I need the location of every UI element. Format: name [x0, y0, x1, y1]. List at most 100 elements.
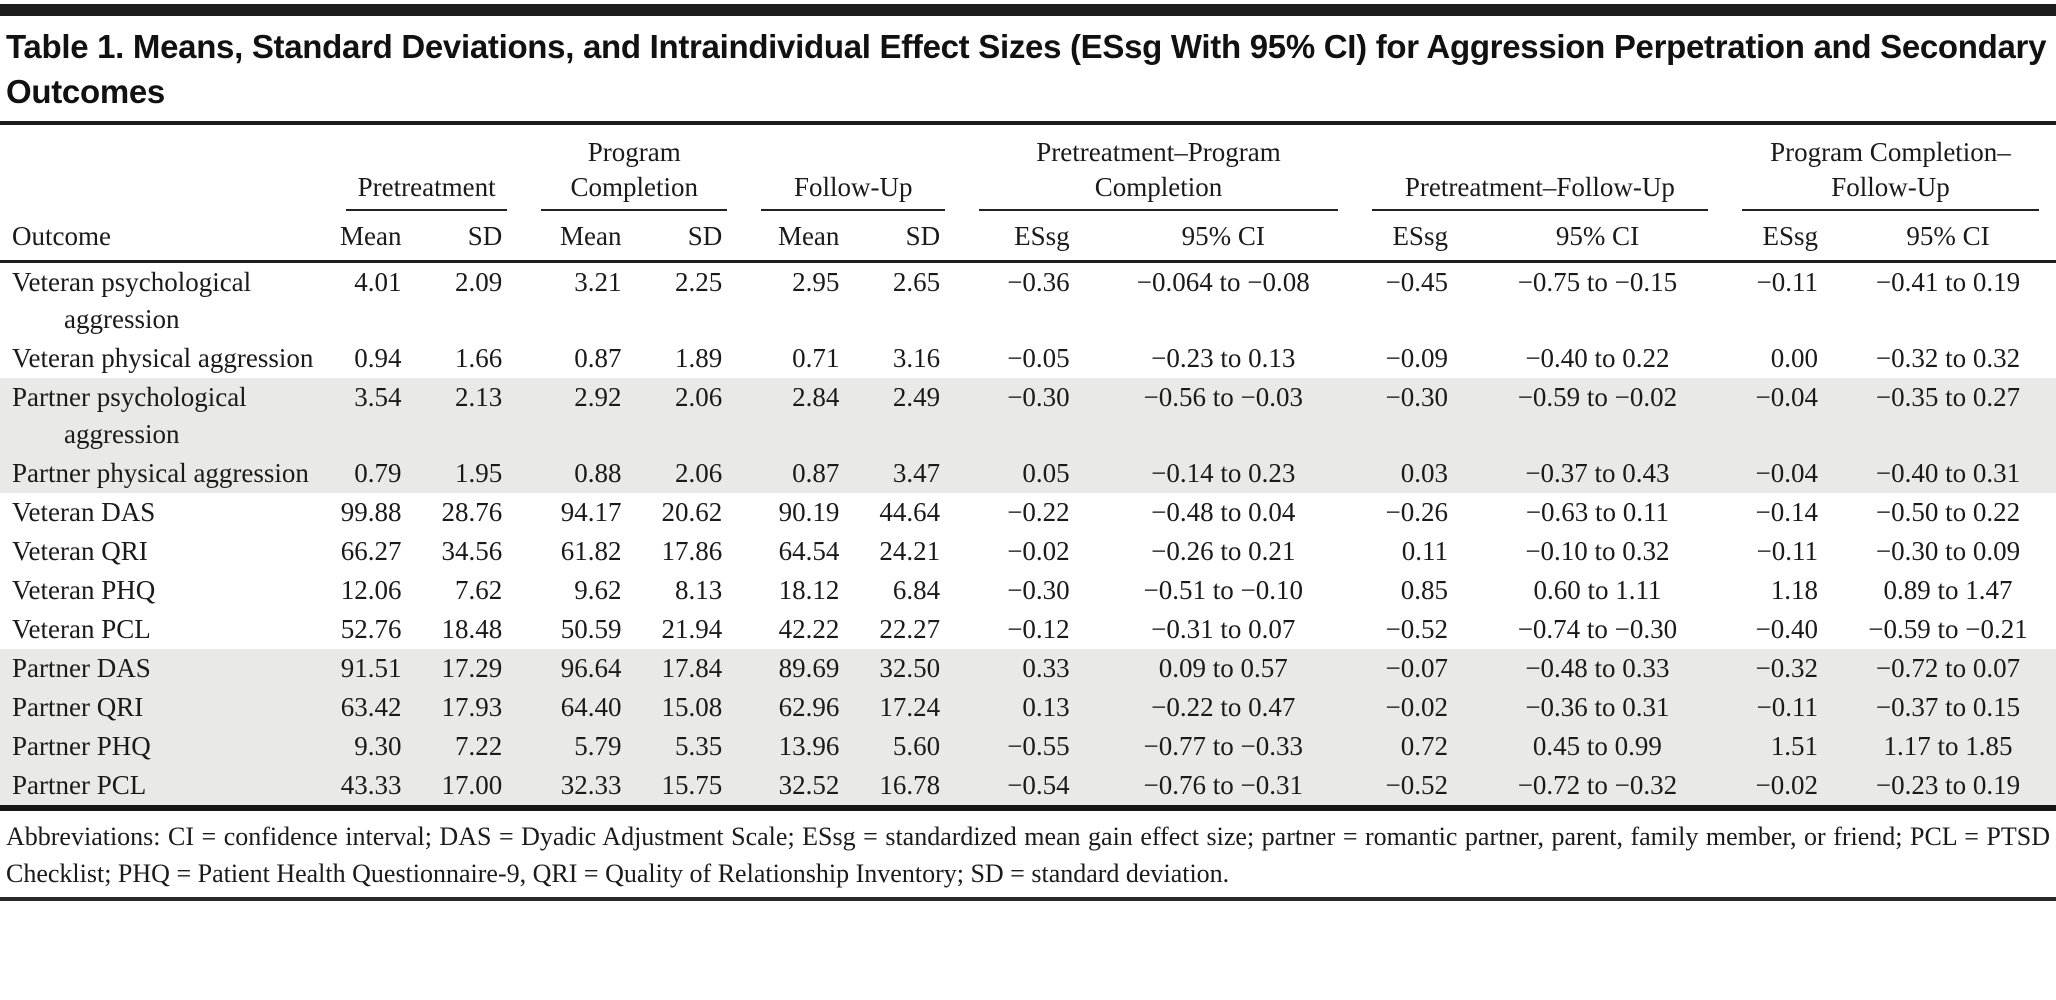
table-row: Veteran psychological aggression 4.01 2.09…: [0, 262, 2056, 340]
spanner-rule: Follow-Up: [761, 170, 946, 211]
numeric-value-cell: 89.69: [778, 653, 840, 683]
ci-value-cell: −0.40 to 0.22: [1525, 343, 1670, 373]
bottom-rule: [0, 897, 2056, 901]
ci-value-cell: −0.72 to −0.32: [1469, 766, 1725, 811]
numeric-value-cell: 64.54: [778, 536, 840, 566]
numeric-value-cell: 64.40: [560, 692, 622, 722]
ci-value-cell: −0.74 to −0.30: [1517, 614, 1678, 644]
table-header: Outcome Pretreatment Program Completion …: [0, 125, 2056, 263]
group-header-row: Outcome Pretreatment Program Completion …: [0, 125, 2056, 263]
ci-value-cell: −0.22 to 0.47: [1151, 692, 1296, 722]
ci-value-cell: −0.37 to 0.15: [1875, 692, 2021, 722]
numeric-value-cell: 42.22: [778, 614, 840, 644]
numeric-value-cell: 17.24: [879, 692, 941, 722]
numeric-value-cell: 91.51: [340, 653, 402, 683]
ci-value-cell: −0.35 to 0.27: [1875, 382, 2021, 412]
table-row: Partner physical aggression 0.79 1.95 0.88 2…: [0, 454, 2056, 493]
numeric-value-cell: 34.56: [441, 536, 503, 566]
numeric-value-cell: 3.21: [574, 267, 622, 297]
numeric-value-cell: −0.30: [1007, 575, 1070, 605]
group-label: Program Completion–Follow-Up: [1770, 137, 2011, 202]
numeric-value-cell: 90.19: [778, 497, 840, 527]
table-row: Veteran physical aggression 0.94 1.66 0.87 1…: [0, 339, 2056, 378]
ci-value-cell: −0.26 to 0.21: [1151, 536, 1296, 566]
row-label-outcome: Veteran DAS: [12, 497, 156, 527]
numeric-value-cell: 21.94: [661, 614, 723, 644]
numeric-value-cell: 0.94: [354, 343, 402, 373]
ci-value-cell: 1.17 to 1.85: [1883, 731, 2013, 761]
col-header-outcome: Outcome: [0, 125, 329, 263]
ci-value-cell: −0.40 to 0.31: [1875, 458, 2021, 488]
numeric-value-cell: −0.14: [1755, 497, 1819, 527]
row-label-outcome: Partner psychological aggression: [12, 382, 247, 449]
numeric-value-cell: 0.87: [574, 343, 622, 373]
numeric-value-cell: −0.02: [1724, 766, 1841, 811]
numeric-value-cell: 0.11: [1401, 536, 1448, 566]
numeric-value-cell: 17.00: [423, 766, 525, 811]
row-label-outcome: Partner PCL: [0, 766, 329, 811]
ci-value-cell: 0.45 to 0.99: [1532, 731, 1662, 761]
spanner-rule: Pretreatment: [345, 170, 508, 211]
numeric-value-cell: 66.27: [340, 536, 402, 566]
numeric-value-cell: −0.07: [1385, 653, 1448, 683]
numeric-value-cell: 43.33: [328, 766, 424, 811]
ci-value-cell: −0.31 to 0.07: [1151, 614, 1296, 644]
col-header-sd: SD: [423, 212, 525, 263]
numeric-value-cell: 2.09: [455, 267, 503, 297]
ci-value-cell: −0.59 to −0.21: [1868, 614, 2028, 644]
row-label-outcome: Veteran PCL: [12, 614, 151, 644]
numeric-value-cell: −0.11: [1756, 267, 1819, 297]
numeric-value-cell: −0.02: [1385, 692, 1448, 722]
numeric-value-cell: 28.76: [441, 497, 503, 527]
numeric-value-cell: 1.18: [1770, 575, 1819, 605]
numeric-value-cell: −0.36: [1007, 267, 1070, 297]
numeric-value-cell: 5.79: [574, 731, 622, 761]
row-label-outcome: Partner PHQ: [12, 731, 151, 761]
numeric-value-cell: 2.49: [892, 382, 941, 412]
numeric-value-cell: 17.93: [441, 692, 503, 722]
ci-value-cell: −0.51 to −0.10: [1143, 575, 1303, 605]
numeric-value-cell: 52.76: [340, 614, 402, 644]
numeric-value-cell: −0.52: [1385, 614, 1448, 644]
numeric-value-cell: −0.04: [1755, 458, 1819, 488]
numeric-value-cell: 17.84: [661, 653, 723, 683]
sub-header-row: Mean SD Mean SD Mean SD ESsg 95% CI ESsg…: [0, 212, 2056, 263]
ci-value-cell: −0.75 to −0.15: [1517, 267, 1678, 297]
numeric-value-cell: −0.40: [1755, 614, 1819, 644]
numeric-value-cell: −0.55: [1007, 731, 1070, 761]
numeric-value-cell: 0.71: [792, 343, 840, 373]
numeric-value-cell: 1.95: [455, 458, 503, 488]
ci-value-cell: −0.56 to −0.03: [1143, 382, 1303, 412]
numeric-value-cell: −0.09: [1385, 343, 1448, 373]
table-row: Veteran DAS 99.88 28.76 94.17 20.62 90.19 44.6…: [0, 493, 2056, 532]
numeric-value-cell: 12.06: [340, 575, 402, 605]
numeric-value-cell: 0.13: [1022, 692, 1070, 722]
numeric-value-cell: 0.87: [792, 458, 840, 488]
numeric-value-cell: 1.51: [1770, 731, 1819, 761]
numeric-value-cell: 0.72: [1400, 731, 1448, 761]
numeric-value-cell: −0.04: [1755, 382, 1819, 412]
ci-value-cell: −0.37 to 0.43: [1525, 458, 1670, 488]
col-header-mean: Mean: [328, 212, 424, 263]
ci-value-cell: −0.30 to 0.09: [1875, 536, 2021, 566]
group-label: Program Completion: [570, 137, 699, 202]
ci-value-cell: −0.77 to −0.33: [1143, 731, 1303, 761]
numeric-value-cell: 2.06: [674, 458, 723, 488]
numeric-value-cell: 2.92: [574, 382, 622, 412]
numeric-value-cell: 0.05: [1022, 458, 1070, 488]
numeric-value-cell: −0.11: [1756, 536, 1819, 566]
numeric-value-cell: 7.22: [455, 731, 503, 761]
numeric-value-cell: 32.50: [879, 653, 941, 683]
numeric-value-cell: 24.21: [879, 536, 941, 566]
col-header-essg: ESsg: [1724, 212, 1841, 263]
row-label-outcome: Partner DAS: [12, 653, 151, 683]
col-header-ci: 95% CI: [1840, 212, 2056, 263]
col-header-essg: ESsg: [1354, 212, 1470, 263]
numeric-value-cell: 61.82: [560, 536, 622, 566]
numeric-value-cell: 0.79: [354, 458, 402, 488]
numeric-value-cell: 18.12: [778, 575, 840, 605]
top-rule: [0, 4, 2056, 16]
numeric-value-cell: 5.60: [892, 731, 941, 761]
col-header-ci: 95% CI: [1091, 212, 1355, 263]
numeric-value-cell: −0.30: [1385, 382, 1448, 412]
